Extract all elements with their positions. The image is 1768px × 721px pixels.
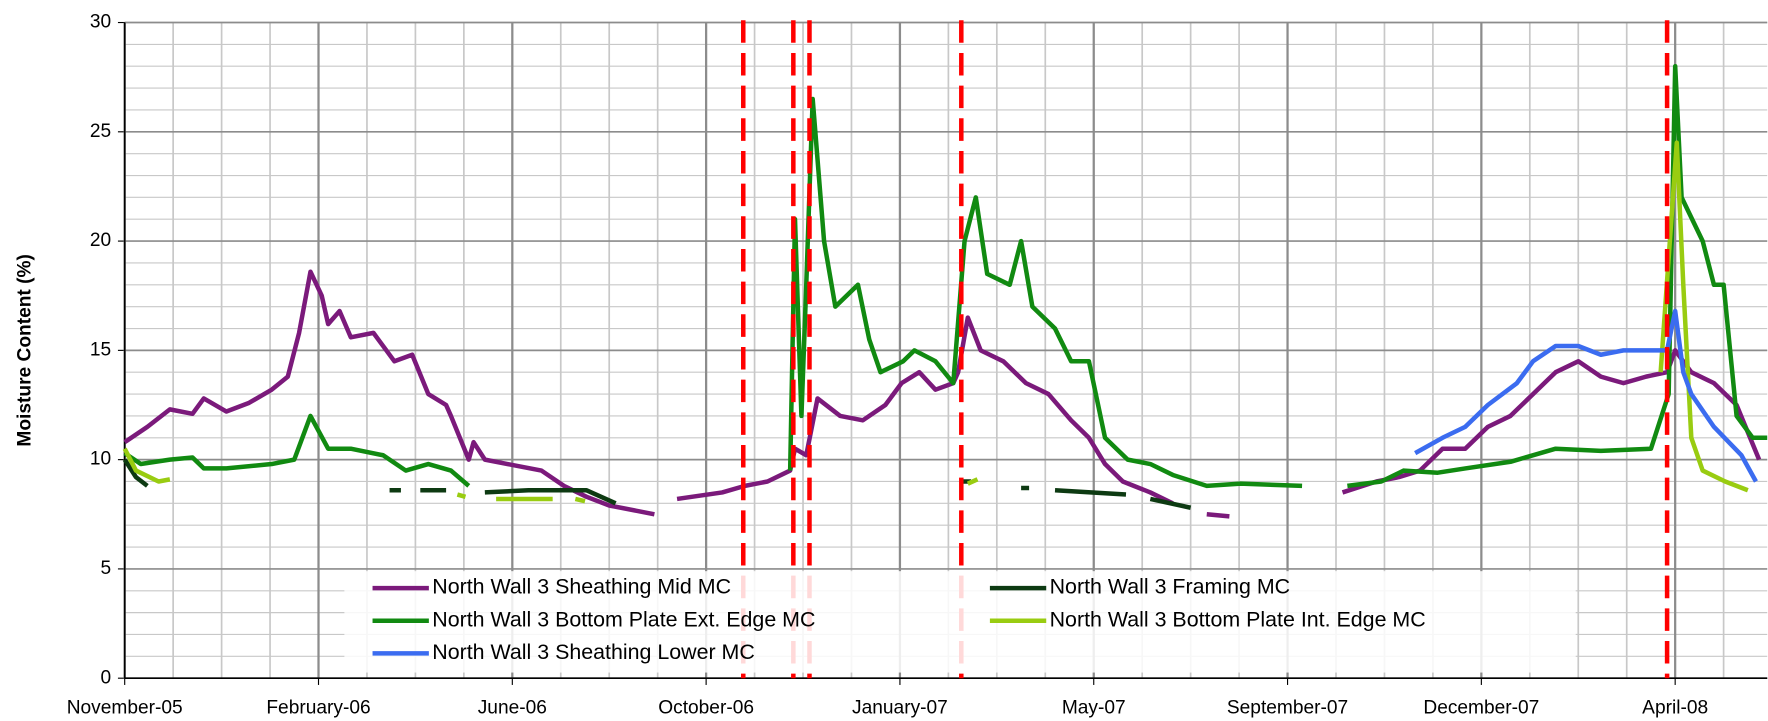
series-line (122, 140, 1749, 504)
y-tick-label: 5 (101, 558, 112, 579)
x-tick-label: October-06 (658, 698, 754, 719)
x-tick-label: December-07 (1423, 698, 1539, 719)
x-tick-label: November-05 (67, 698, 183, 719)
y-tick-label: 30 (90, 12, 111, 33)
x-tick-label: January-07 (852, 698, 948, 719)
series-line (122, 458, 1192, 510)
x-tick-label: April-08 (1642, 698, 1708, 719)
x-tick-label: September-07 (1227, 698, 1348, 719)
series-line (123, 269, 1762, 519)
legend-label: North Wall 3 Bottom Plate Ext. Edge MC (432, 607, 815, 631)
legend-label: North Wall 3 Sheathing Mid MC (432, 575, 731, 599)
y-tick-label: 25 (90, 121, 111, 142)
x-tick-label: June-06 (478, 698, 547, 719)
legend-label: North Wall 3 Framing MC (1050, 575, 1291, 599)
y-tick-label: 10 (90, 449, 111, 470)
x-tick-label: February-06 (266, 698, 370, 719)
y-tick-label: 20 (90, 230, 111, 251)
y-axis-title: Moisture Content (%) (15, 254, 36, 446)
x-tick-label: May-07 (1062, 698, 1126, 719)
series-line (1414, 308, 1758, 483)
legend-label: North Wall 3 Bottom Plate Int. Edge MC (1050, 607, 1426, 631)
legend-label: North Wall 3 Sheathing Lower MC (432, 640, 755, 664)
y-tick-label: 15 (90, 339, 111, 360)
legend-box (344, 571, 1576, 673)
y-tick-label: 0 (101, 667, 112, 688)
series-line (123, 63, 1768, 489)
